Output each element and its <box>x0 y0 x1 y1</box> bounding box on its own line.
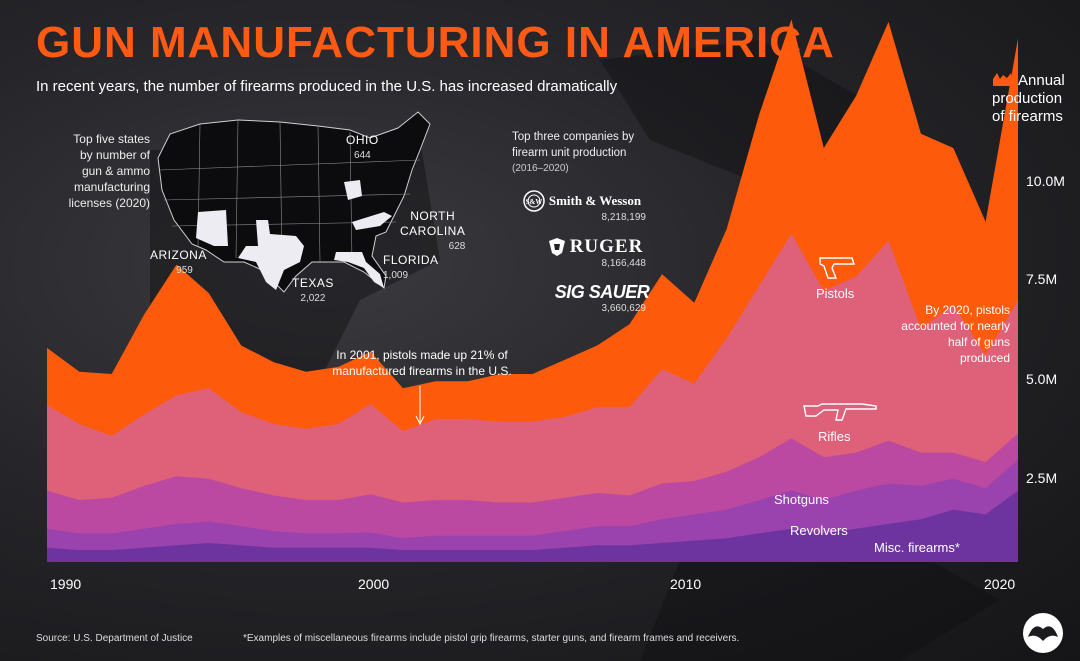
legend-label-line-2: production <box>992 90 1063 107</box>
state-count: 628 <box>448 241 466 252</box>
state-arizona-shape <box>196 210 228 246</box>
company-ruger: RUGER 8,166,448 <box>540 236 650 269</box>
companies-period: (2016–2020) <box>512 163 569 174</box>
legend-label-line-1: Annual <box>1018 72 1065 89</box>
state-name: TEXAS <box>292 276 334 290</box>
state-label-arizona: ARIZONA 959 <box>150 248 207 278</box>
series-label-shotguns: Shotguns <box>774 492 829 507</box>
state-name: CAROLINA <box>400 224 466 238</box>
chart-legend: Annual production of firearms <box>992 72 1065 126</box>
state-name: OHIO <box>346 133 379 147</box>
source-note: Source: U.S. Department of Justice <box>36 633 193 644</box>
ruger-logo <box>548 238 565 256</box>
pistol-icon <box>819 257 855 279</box>
states-caption-line: Top five states <box>73 132 150 146</box>
company-count: 8,218,199 <box>601 212 647 223</box>
states-caption-line: manufacturing <box>73 180 150 194</box>
state-label-florida: FLORIDA 1,009 <box>383 253 439 283</box>
legend-label-line-3: of firearms <box>992 108 1063 125</box>
rifle-icon <box>803 403 877 421</box>
state-label-texas: TEXAS 2,022 <box>292 276 334 306</box>
companies-caption-line: firearm unit production <box>512 147 627 159</box>
state-ohio-shape <box>344 180 362 200</box>
annotation-arrowhead-2001 <box>415 415 425 426</box>
series-label-misc: Misc. firearms* <box>874 540 960 555</box>
y-tick-label: 10.0M <box>1026 173 1065 189</box>
series-label-pistols: Pistols <box>816 286 855 301</box>
states-caption-line: by number of <box>79 148 150 162</box>
companies-caption: Top three companies by firearm unit prod… <box>512 129 634 177</box>
smith-wesson-logo: S&W <box>523 190 545 212</box>
state-label-north-carolina: NORTH CAROLINA 628 <box>400 209 465 254</box>
states-caption: Top five states by number of gun & ammo … <box>40 131 150 211</box>
svg-text:S&W: S&W <box>526 198 543 206</box>
x-tick-label: 2020 <box>984 576 1016 592</box>
series-label-revolvers: Revolvers <box>790 523 848 538</box>
state-count: 959 <box>176 265 193 276</box>
annotation-2020: By 2020, pistols accounted for nearly ha… <box>900 302 1010 366</box>
x-tick-label: 2010 <box>670 576 702 592</box>
company-smith-wesson: S&W Smith & Wesson 8,218,199 <box>512 190 652 223</box>
subtitle: In recent years, the number of firearms … <box>36 78 618 95</box>
company-count: 8,166,448 <box>601 258 647 269</box>
area-misc-firearms <box>47 490 1018 562</box>
state-texas-shape <box>238 220 304 290</box>
state-count: 1,009 <box>383 270 409 281</box>
states-caption-line: gun & ammo <box>81 164 150 178</box>
annotation-line: In 2001, pistols made up 21% of <box>336 348 508 362</box>
page-title: GUN MANUFACTURING IN AMERICA <box>36 18 835 67</box>
area-chart-icon <box>993 73 1013 86</box>
state-name: NORTH <box>410 209 456 223</box>
annotation-line: By 2020, pistols <box>925 303 1010 317</box>
y-tick-label: 5.0M <box>1026 371 1058 387</box>
state-name: ARIZONA <box>150 248 207 262</box>
x-tick-label: 1990 <box>50 576 82 592</box>
company-sig-sauer: SIG SAUER 3,660,629 <box>552 282 652 314</box>
annotation-line: half of guns produced <box>947 335 1010 365</box>
company-name: SIG SAUER <box>554 282 650 302</box>
brand-logo-icon <box>1023 613 1063 653</box>
state-label-ohio: OHIO 644 <box>346 133 379 163</box>
y-tick-label: 2.5M <box>1026 470 1058 486</box>
company-name: Smith & Wesson <box>548 193 642 208</box>
us-map-icon <box>157 111 431 293</box>
state-florida-shape <box>334 252 384 288</box>
state-count: 2,022 <box>300 293 326 304</box>
state-name: FLORIDA <box>383 253 439 267</box>
state-count: 644 <box>353 150 371 161</box>
annotation-line: manufactured firearms in the U.S. <box>332 364 512 378</box>
state-north-carolina-shape <box>352 212 392 230</box>
annotation-2001: In 2001, pistols made up 21% of manufact… <box>322 347 522 379</box>
states-caption-line: licenses (2020) <box>68 196 150 210</box>
company-name: RUGER <box>569 236 644 257</box>
y-tick-label: 7.5M <box>1026 271 1058 287</box>
annotation-line: accounted for nearly <box>901 319 1010 333</box>
x-tick-label: 2000 <box>358 576 390 592</box>
footnote: *Examples of miscellaneous firearms incl… <box>243 633 740 644</box>
series-label-rifles: Rifles <box>818 429 851 444</box>
company-count: 3,660,629 <box>601 303 647 314</box>
companies-caption-line: Top three companies by <box>512 131 635 143</box>
